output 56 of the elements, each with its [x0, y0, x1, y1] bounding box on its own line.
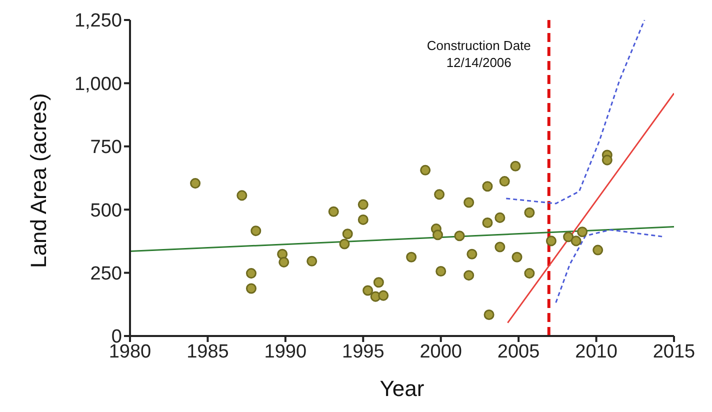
- y-tick-label: 250: [90, 264, 122, 285]
- point: [434, 189, 445, 200]
- point: [406, 252, 417, 262]
- point: [546, 236, 556, 246]
- point: [570, 236, 582, 246]
- point: [342, 228, 353, 240]
- point: [484, 310, 494, 320]
- point: [277, 248, 288, 260]
- point: [306, 256, 318, 266]
- point: [358, 214, 368, 225]
- point: [339, 238, 350, 250]
- y-tick-label: 750: [90, 137, 122, 158]
- point: [524, 268, 535, 279]
- point: [510, 160, 521, 172]
- x-tick-label: 1985: [186, 341, 229, 362]
- y-tick-label: 500: [90, 200, 122, 222]
- x-axis-title: Year: [380, 376, 424, 401]
- point: [328, 206, 339, 217]
- point: [436, 266, 446, 277]
- x-tick-label: 2010: [575, 341, 618, 362]
- point: [512, 252, 522, 262]
- point: [378, 290, 389, 301]
- point: [577, 226, 588, 238]
- point: [190, 178, 201, 189]
- point: [494, 242, 506, 252]
- point: [482, 181, 493, 192]
- point: [602, 154, 612, 166]
- point: [466, 248, 478, 260]
- point: [494, 212, 506, 223]
- point: [563, 232, 574, 242]
- point: [246, 268, 256, 279]
- x-tick-label: 2000: [420, 341, 462, 362]
- point: [358, 199, 368, 210]
- x-tick-label: 1990: [264, 341, 307, 362]
- point: [373, 277, 384, 288]
- y-axis-title: Land Area (acres): [26, 93, 51, 268]
- x-tick-label: 1995: [342, 341, 384, 362]
- point: [524, 207, 535, 218]
- y-tick-label: 1,250: [74, 10, 122, 32]
- x-tick-label: 2015: [652, 341, 696, 362]
- point: [278, 256, 290, 268]
- y-tick-label: 1,000: [74, 74, 122, 95]
- point: [482, 217, 493, 228]
- point: [592, 244, 604, 256]
- point: [454, 230, 465, 242]
- point: [432, 230, 444, 240]
- ref-line-label: Construction Date 12/14/2006: [426, 38, 531, 70]
- point: [250, 226, 262, 236]
- point: [499, 176, 510, 187]
- point: [362, 285, 374, 296]
- point: [246, 283, 256, 294]
- x-tick-label: 2005: [497, 341, 540, 362]
- point: [464, 270, 474, 281]
- point: [464, 197, 474, 208]
- point: [420, 164, 431, 176]
- point: [236, 190, 248, 201]
